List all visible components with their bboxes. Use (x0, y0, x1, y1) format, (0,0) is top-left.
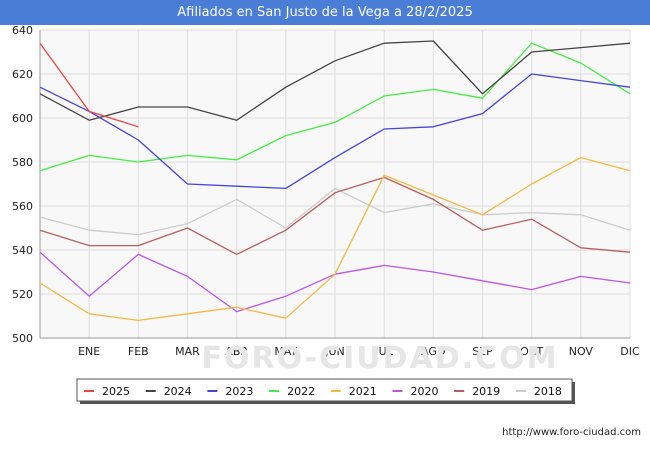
x-tick-label: AGO (421, 345, 446, 358)
y-tick-label: 520 (12, 288, 33, 301)
x-tick-label: FEB (128, 345, 149, 358)
y-tick-label: 540 (12, 244, 33, 257)
y-tick-label: 620 (12, 68, 33, 81)
series-line-2025 (39, 42, 139, 128)
legend-label-2023: 2023 (225, 385, 253, 398)
series-line-2023 (39, 73, 631, 190)
y-tick-label: 640 (12, 24, 33, 37)
x-tick-label: DIC (620, 345, 640, 358)
x-tick-label: ENE (78, 345, 100, 358)
series-line-2019 (39, 176, 631, 256)
legend-label-2021: 2021 (349, 385, 377, 398)
x-tick-label: OCT (520, 345, 543, 358)
series-line-2024 (39, 40, 631, 121)
legend-label-2024: 2024 (164, 385, 192, 398)
x-tick-label: NOV (569, 345, 594, 358)
footer-url: http://www.foro-ciudad.com (502, 427, 641, 438)
series-line-2022 (39, 42, 631, 172)
legend-label-2018: 2018 (534, 385, 562, 398)
x-tick-label: SEP (472, 345, 493, 358)
legend-box (76, 378, 573, 402)
y-tick-label: 500 (12, 332, 33, 345)
watermark: FORO-CIUDAD.COM (202, 341, 559, 376)
y-tick-label: 600 (12, 112, 33, 125)
legend-label-2022: 2022 (287, 385, 315, 398)
legend-label-2019: 2019 (472, 385, 500, 398)
y-tick-label: 580 (12, 156, 33, 169)
x-tick-label: MAR (175, 345, 200, 358)
legend-label-2025: 2025 (102, 385, 130, 398)
x-tick-label: ABR (225, 345, 248, 358)
x-tick-label: JUL (374, 345, 393, 358)
x-tick-label: JUN (324, 345, 345, 358)
y-tick-label: 560 (12, 200, 33, 213)
series-line-2021 (39, 156, 631, 322)
series-line-2018 (39, 187, 631, 236)
legend-label-2020: 2020 (411, 385, 439, 398)
x-tick-label: MAY (274, 345, 297, 358)
chart-title: Afiliados en San Justo de la Vega a 28/2… (0, 0, 650, 25)
